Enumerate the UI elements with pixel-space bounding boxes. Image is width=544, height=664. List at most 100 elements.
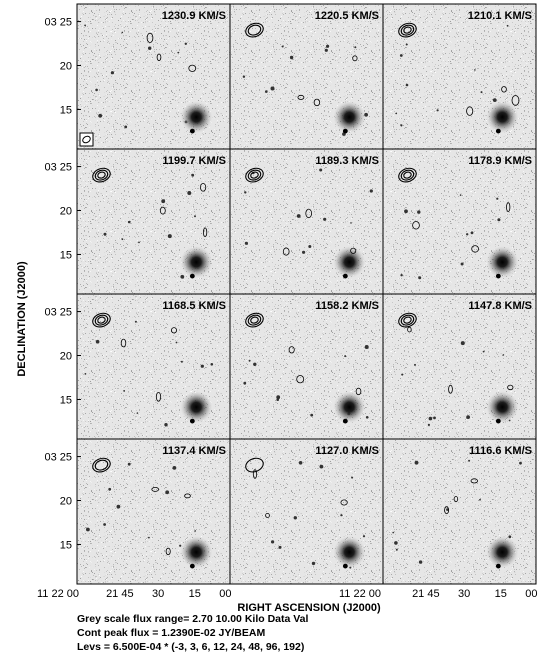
- source-contour: [94, 314, 109, 326]
- noise-contour: [184, 493, 191, 499]
- field-star: [418, 560, 423, 564]
- field-star: [296, 214, 301, 218]
- y-tick-label: 15: [60, 104, 72, 116]
- source-contour: [97, 171, 106, 179]
- field-star: [311, 561, 316, 566]
- field-star: [278, 545, 282, 549]
- noise-contour: [156, 53, 162, 61]
- y-tick-label: 20: [60, 61, 72, 73]
- field-star: [414, 363, 416, 366]
- field-star: [95, 88, 98, 92]
- noise-contour: [203, 227, 208, 238]
- caption-peak-flux: Cont peak flux = 1.2390E-02 JY/BEAM: [77, 627, 266, 639]
- source-contour: [400, 169, 415, 181]
- field-star: [369, 189, 373, 193]
- field-star: [418, 276, 422, 280]
- noise-contour: [252, 469, 258, 479]
- source-contour: [400, 314, 415, 326]
- field-star: [180, 360, 183, 363]
- channel-panel: 1230.9 KM/S: [77, 4, 230, 149]
- noise-contour: [146, 32, 154, 44]
- field-star: [121, 31, 124, 34]
- source-contour: [398, 22, 417, 38]
- galaxy-blob: [333, 101, 366, 134]
- companion-star: [189, 563, 195, 569]
- field-star: [395, 112, 398, 115]
- field-star: [242, 75, 246, 78]
- panel-velocity-label: 1220.5 KM/S: [315, 10, 379, 22]
- field-star: [270, 86, 275, 91]
- field-star: [175, 341, 178, 344]
- field-star: [404, 209, 408, 214]
- field-star: [138, 241, 140, 244]
- field-star: [436, 109, 439, 112]
- noise-contour: [355, 387, 362, 396]
- field-star: [392, 531, 395, 534]
- field-star: [184, 42, 187, 45]
- field-star: [468, 459, 471, 462]
- caption-grey-scale: Grey scale flux range= 2.70 10.00 Kilo D…: [77, 613, 309, 625]
- field-star: [191, 173, 195, 177]
- noise-contour: [282, 247, 290, 256]
- galaxy-blob: [333, 536, 366, 569]
- companion-star: [495, 418, 501, 424]
- noise-contour: [288, 346, 295, 354]
- field-star: [84, 373, 87, 375]
- field-star: [165, 490, 170, 495]
- field-star: [103, 523, 106, 526]
- field-star: [110, 71, 114, 75]
- panel-velocity-label: 1168.5 KM/S: [162, 300, 226, 312]
- field-star: [103, 232, 107, 236]
- field-star: [470, 231, 474, 235]
- source-contour: [97, 316, 106, 324]
- source-contour: [245, 167, 264, 183]
- field-star: [351, 476, 354, 479]
- y-tick-label: 15: [60, 249, 72, 261]
- field-star: [123, 390, 125, 392]
- field-star: [365, 416, 369, 419]
- field-star: [194, 530, 196, 532]
- field-star: [121, 238, 124, 241]
- source-contour: [92, 457, 111, 473]
- noise-contour: [412, 221, 420, 230]
- field-star: [474, 69, 476, 71]
- noise-contour: [453, 496, 459, 503]
- field-star: [293, 516, 297, 520]
- y-tick-label: 15: [60, 394, 72, 406]
- source-contour: [403, 26, 412, 34]
- noise-contour: [448, 384, 453, 394]
- field-star: [281, 45, 284, 48]
- field-star: [466, 233, 469, 236]
- galaxy-blob: [486, 101, 519, 134]
- field-star: [401, 373, 404, 376]
- field-star: [95, 339, 100, 344]
- field-star: [319, 464, 324, 469]
- field-star: [446, 508, 449, 511]
- x-tick-label: 15: [189, 588, 201, 600]
- noise-contour: [407, 326, 412, 333]
- source-contour: [92, 312, 111, 328]
- companion-star: [495, 273, 501, 279]
- panel-frames: [76, 3, 537, 585]
- field-star: [394, 541, 398, 545]
- field-star: [164, 423, 168, 427]
- field-star: [433, 416, 436, 420]
- y-tick-label: 03 25: [44, 17, 72, 29]
- y-tick-label: 20: [60, 496, 72, 508]
- noise-contour: [466, 106, 474, 116]
- field-star: [86, 527, 90, 532]
- field-star: [459, 194, 462, 196]
- field-star: [344, 355, 347, 358]
- channel-panel: 1127.0 KM/S: [230, 439, 383, 584]
- galaxy-blob: [180, 101, 213, 134]
- companion-star: [189, 128, 195, 134]
- source-contour: [245, 22, 264, 38]
- y-tick-label: 20: [60, 351, 72, 363]
- noise-contour: [155, 391, 162, 402]
- y-tick-label: 15: [60, 539, 72, 551]
- source-contour: [400, 24, 415, 36]
- field-star: [180, 274, 185, 279]
- channel-panel: 1168.5 KM/S: [77, 294, 230, 439]
- noise-contour: [501, 86, 507, 93]
- y-tick-label: 03 25: [44, 162, 72, 174]
